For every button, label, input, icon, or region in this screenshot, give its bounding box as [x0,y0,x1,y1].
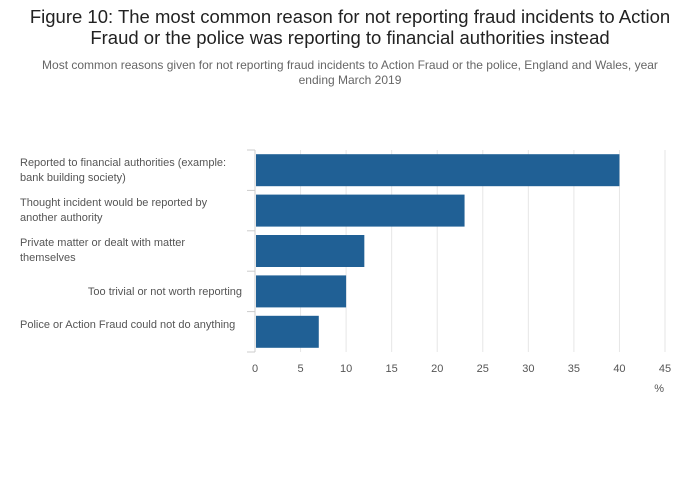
x-tick-label-25: 25 [477,363,489,375]
x-tick-label-40: 40 [613,363,625,375]
bar-1 [256,194,465,227]
x-tick-label-15: 15 [386,363,398,375]
x-tick-label-0: 0 [252,363,258,375]
bar-0 [256,154,620,187]
bar-3 [256,275,347,308]
category-label-another-authority: Thought incident would be reported by an… [20,197,208,224]
x-tick-label-20: 20 [431,363,443,375]
category-label-financial-authorities: Reported to financial authorities (examp… [20,157,227,184]
chart-title: Figure 10: The most common reason for no… [29,6,671,48]
category-label-private-matter: Private matter or dealt with matter them… [20,237,186,264]
x-axis-unit-label: % [654,383,664,395]
bar-4 [256,315,319,348]
y-axis [247,149,256,353]
x-tick-label-30: 30 [522,363,534,375]
x-tick-label-5: 5 [297,363,303,375]
x-tick-label-35: 35 [568,363,580,375]
category-label-too-trivial: Too trivial or not worth reporting [87,286,242,298]
category-label-police-could-not: Police or Action Fraud could not do anyt… [20,319,236,331]
bar-2 [256,235,365,267]
x-tick-label-45: 45 [659,363,671,375]
x-tick-label-10: 10 [340,363,352,375]
chart-subtitle: Most common reasons given for not report… [42,58,658,87]
x-axis-ticks: 0 5 10 15 20 25 30 35 40 45 [252,363,671,375]
bars [256,154,620,348]
